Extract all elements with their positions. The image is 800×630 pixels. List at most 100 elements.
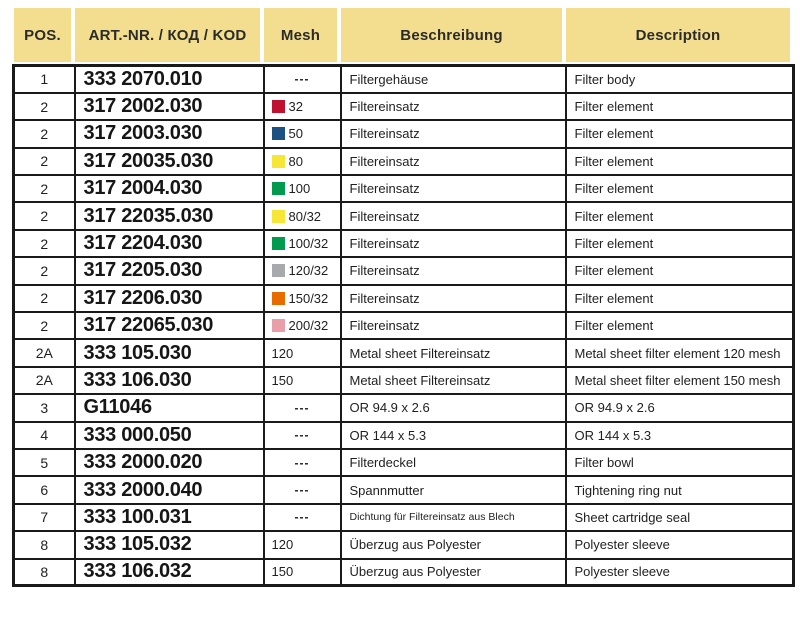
- table-row: 2A 333 106.030 150 Metal sheet Filtereinsat…: [12, 365, 795, 396]
- art-nr-cell: 333 105.030: [73, 338, 265, 368]
- mesh-value: 150/32: [288, 290, 329, 306]
- pos-cell: 6: [12, 475, 76, 505]
- mesh-cell: 150/32: [262, 283, 342, 314]
- description-cell: Sheet cartridge seal: [564, 502, 795, 533]
- art-nr-cell: 317 2205.030: [73, 256, 265, 286]
- description-cell: Metal sheet filter element 120 mesh: [564, 338, 795, 368]
- pos-cell: 2: [12, 119, 76, 149]
- art-nr-cell: 333 100.031: [73, 502, 265, 533]
- mesh-value: 150: [271, 564, 294, 580]
- art-nr-cell: 317 2003.030: [73, 119, 265, 149]
- pos-cell: 2A: [12, 338, 76, 368]
- column-header-pos: POS.: [14, 8, 71, 62]
- table-row: 1 333 2070.010 --- Filtergehäuse Filter body: [12, 64, 795, 94]
- mesh-color-swatch: [271, 127, 285, 141]
- mesh-cell: 150: [262, 557, 342, 587]
- mesh-cell: ---: [262, 393, 342, 423]
- mesh-cell: 50: [262, 119, 342, 149]
- beschreibung-cell: Filtergehäuse: [339, 64, 567, 94]
- parts-table: 1 333 2070.010 --- Filtergehäuse Filter body…: [12, 64, 795, 588]
- beschreibung-cell: Metal sheet Filtereinsatz: [339, 338, 567, 368]
- description-cell: Filter element: [564, 311, 795, 341]
- mesh-cell: ---: [262, 475, 342, 505]
- mesh-value: 50: [288, 126, 303, 142]
- art-nr-cell: 333 105.032: [73, 530, 265, 560]
- description-cell: Filter element: [564, 91, 795, 122]
- beschreibung-cell: Überzug aus Polyester: [339, 530, 567, 560]
- art-nr-cell: G11046: [73, 393, 265, 423]
- table-row: 2 317 20035.030 80 Filtereinsatz Filter elem…: [12, 146, 795, 177]
- art-nr-cell: 333 2070.010: [73, 64, 265, 94]
- table-row: 7 333 100.031 --- Dichtung für Filtereinsat…: [12, 502, 795, 533]
- mesh-cell: 80: [262, 146, 342, 177]
- art-nr-cell: 317 2206.030: [73, 283, 265, 314]
- beschreibung-cell: Dichtung für Filtereinsatz aus Blech: [339, 502, 567, 533]
- table-row: 6 333 2000.040 --- Spannmutter Tightening ri…: [12, 475, 795, 505]
- beschreibung-cell: Filterdeckel: [339, 447, 567, 478]
- mesh-cell: 32: [262, 91, 342, 122]
- mesh-color-swatch: [271, 154, 285, 168]
- table-row: 8 333 105.032 120 Überzug aus Polyester Poly…: [12, 530, 795, 560]
- table-row: 2 317 2003.030 50 Filtereinsatz Filter eleme…: [12, 119, 795, 149]
- table-row: 2A 333 105.030 120 Metal sheet Filtereinsat…: [12, 338, 795, 368]
- beschreibung-cell: Spannmutter: [339, 475, 567, 505]
- mesh-color-swatch: [271, 264, 285, 278]
- table-row: 8 333 106.032 150 Überzug aus Polyester Poly…: [12, 557, 795, 587]
- table-row: 5 333 2000.020 --- Filterdeckel Filter bowl: [12, 447, 795, 478]
- beschreibung-cell: Überzug aus Polyester: [339, 557, 567, 587]
- pos-cell: 7: [12, 502, 76, 533]
- mesh-cell: 100: [262, 174, 342, 204]
- description-cell: Polyester sleeve: [564, 557, 795, 587]
- description-cell: Polyester sleeve: [564, 530, 795, 560]
- beschreibung-cell: Filtereinsatz: [339, 311, 567, 341]
- table-row: 3 G11046 --- OR 94.9 x 2.6 OR 94.9 x 2.6: [12, 393, 795, 423]
- mesh-color-swatch: [271, 100, 285, 114]
- pos-cell: 2A: [12, 365, 76, 396]
- mesh-color-swatch: [271, 237, 285, 251]
- beschreibung-cell: Filtereinsatz: [339, 146, 567, 177]
- pos-cell: 2: [12, 146, 76, 177]
- pos-cell: 8: [12, 557, 76, 587]
- art-nr-cell: 317 2002.030: [73, 91, 265, 122]
- description-cell: Filter element: [564, 174, 795, 204]
- description-cell: Filter body: [564, 64, 795, 94]
- beschreibung-cell: Filtereinsatz: [339, 256, 567, 286]
- mesh-cell: 100/32: [262, 228, 342, 259]
- table-row: 2 317 2004.030 100 Filtereinsatz Filter elem…: [12, 174, 795, 204]
- pos-cell: 8: [12, 530, 76, 560]
- table-row: 2 317 2002.030 32 Filtereinsatz Filter eleme…: [12, 91, 795, 122]
- pos-cell: 1: [12, 64, 76, 94]
- mesh-color-swatch: [271, 319, 285, 333]
- column-header-beschreibung: Beschreibung: [341, 8, 562, 62]
- pos-cell: 4: [12, 420, 76, 450]
- mesh-value: 100/32: [288, 236, 329, 252]
- art-nr-cell: 317 22035.030: [73, 201, 265, 231]
- pos-cell: 2: [12, 174, 76, 204]
- mesh-cell: ---: [262, 64, 342, 94]
- table-row: 2 317 2206.030 150/32 Filtereinsatz Filter e…: [12, 283, 795, 314]
- pos-cell: 2: [12, 311, 76, 341]
- description-cell: Filter element: [564, 228, 795, 259]
- pos-cell: 2: [12, 201, 76, 231]
- column-header-art-nr: ART.-NR. / КОД / KOD: [75, 8, 260, 62]
- mesh-color-swatch: [271, 209, 285, 223]
- pos-cell: 2: [12, 256, 76, 286]
- mesh-dash: ---: [294, 455, 310, 470]
- column-header-description: Description: [566, 8, 790, 62]
- mesh-dash: ---: [294, 483, 310, 498]
- mesh-cell: 120: [262, 338, 342, 368]
- mesh-value: 120: [271, 345, 294, 361]
- mesh-cell: 200/32: [262, 311, 342, 341]
- description-cell: Filter element: [564, 146, 795, 177]
- art-nr-cell: 317 22065.030: [73, 311, 265, 341]
- beschreibung-cell: Filtereinsatz: [339, 228, 567, 259]
- table-row: 2 317 2205.030 120/32 Filtereinsatz Filter e…: [12, 256, 795, 286]
- beschreibung-cell: OR 144 x 5.3: [339, 420, 567, 450]
- mesh-value: 200/32: [288, 318, 329, 334]
- description-cell: Filter element: [564, 119, 795, 149]
- mesh-value: 120: [271, 537, 294, 553]
- mesh-cell: ---: [262, 420, 342, 450]
- table-row: 2 317 22035.030 80/32 Filtereinsatz Filter e…: [12, 201, 795, 231]
- mesh-dash: ---: [294, 400, 310, 415]
- mesh-color-swatch: [271, 291, 285, 305]
